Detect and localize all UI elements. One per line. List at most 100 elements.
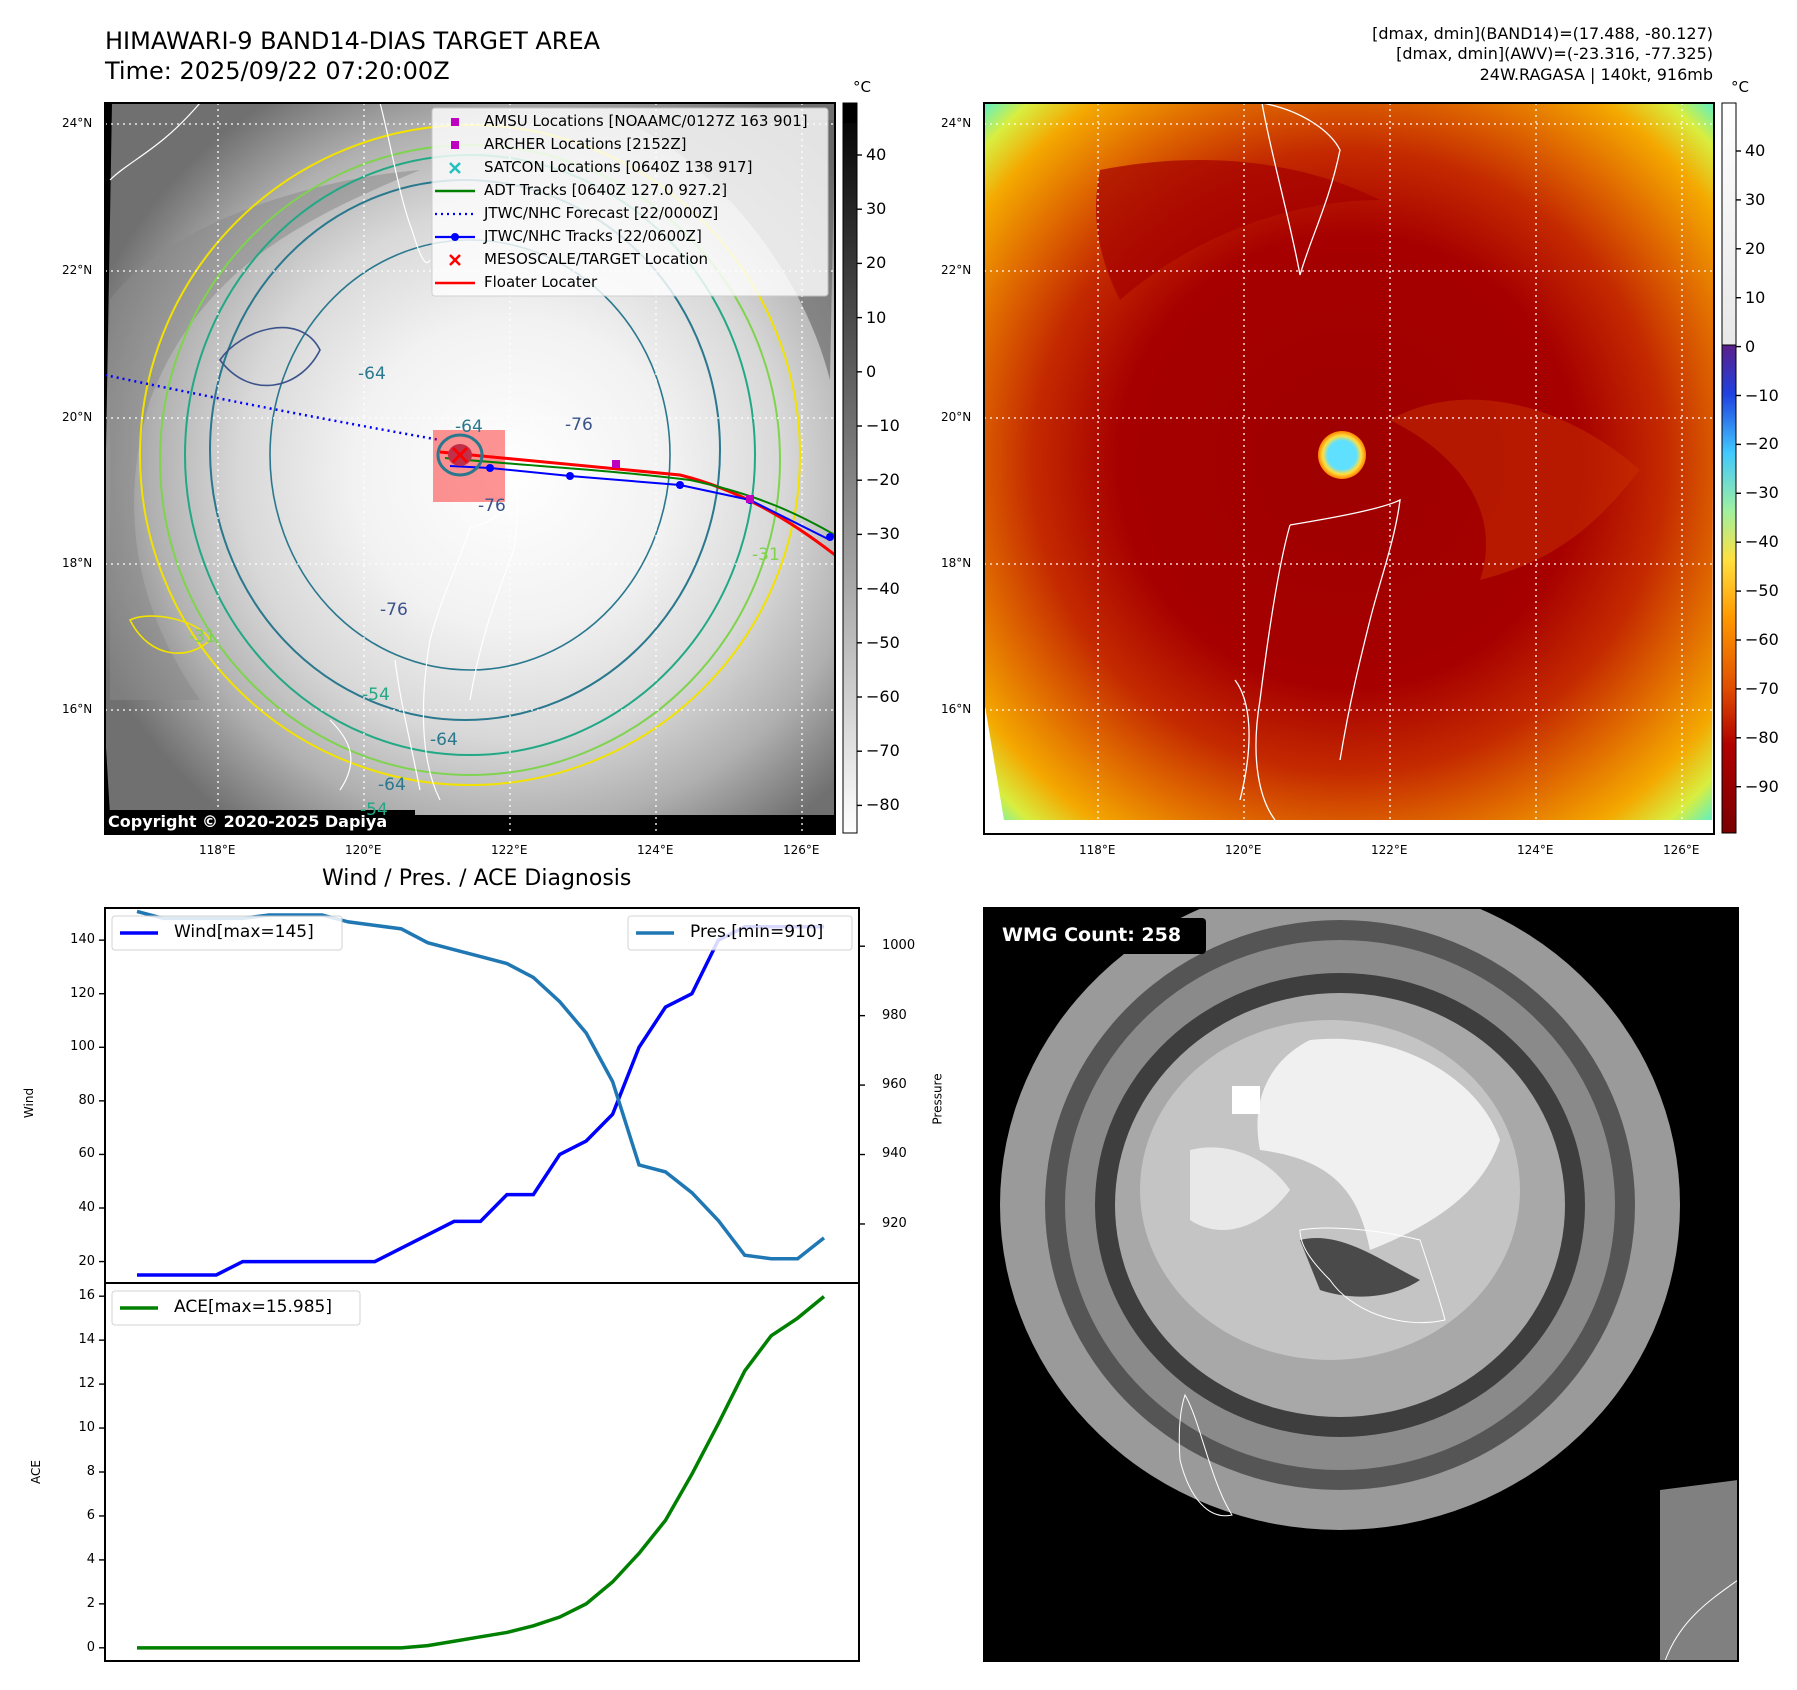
wind-tick-label: 40 <box>78 1199 95 1215</box>
wind-axis-ticks <box>99 939 105 1263</box>
figure-title: HIMAWARI-9 BAND14-DIAS TARGET AREA <box>105 27 601 55</box>
ace-panel <box>99 1282 860 1662</box>
legend-x-stroke <box>449 162 461 174</box>
jtwc-track <box>449 465 831 541</box>
color-colorbar-tick-label: −20 <box>1745 434 1779 454</box>
pressure-tick-label: 920 <box>882 1215 907 1231</box>
legend-marker-0 <box>451 118 459 126</box>
legend-floater: Floater Locater <box>484 273 598 291</box>
ir-lon-tick-118: 118°E <box>199 843 236 857</box>
map-legend-box <box>431 107 829 297</box>
wmg-coastlines <box>1178 1227 1738 1661</box>
wind-pressure-frame <box>104 907 860 1284</box>
wind-tick-label: 120 <box>70 985 95 1001</box>
ir-lon-tick-122: 122°E <box>491 843 528 857</box>
color-colorbar-tick-label: −40 <box>1745 532 1779 552</box>
eye-contour <box>436 433 484 477</box>
contour-blob-2 <box>128 615 211 654</box>
legend-markers <box>435 118 475 285</box>
color-dark-band <box>1096 160 1380 300</box>
floater-locater-track <box>439 450 835 557</box>
info-awv: [dmax, dmin](AWV)=(-23.316, -77.325) <box>1396 44 1713 63</box>
contour-label: -54 <box>362 685 390 705</box>
ace-tick-label: 10 <box>78 1419 95 1435</box>
legend-amsu: AMSU Locations [NOAAMC/0127Z 163 901] <box>484 112 808 130</box>
pressure-tick-label: 960 <box>882 1077 907 1093</box>
ir-outer-band <box>110 170 420 700</box>
ace-tick-label: 12 <box>78 1376 95 1392</box>
col-lon-tick-118: 118°E <box>1079 843 1116 857</box>
pressure-legend-label: Pres.[min=910] <box>690 922 824 942</box>
ace-tick-label: 6 <box>86 1507 95 1523</box>
col-lat-tick-20: 20°N <box>941 410 972 424</box>
legend-archer: ARCHER Locations [2152Z] <box>484 135 687 153</box>
ir-colorbar-tick-label: 20 <box>866 253 887 273</box>
color-colorbar-tick-label: 40 <box>1745 141 1766 161</box>
legend-satcon: SATCON Locations [0640Z 138 917] <box>484 158 753 176</box>
ir-map-panel <box>104 102 836 835</box>
ir-colorbar-tick-label: 0 <box>866 361 877 381</box>
ir-colorbar-tick-label: −20 <box>866 470 900 490</box>
contour-label: -76 <box>565 415 593 435</box>
wmg-frame <box>983 907 1739 1662</box>
wind-legend-label: Wind[max=145] <box>174 922 314 942</box>
wmg-panel <box>983 907 1739 1662</box>
color-eye <box>1318 431 1366 479</box>
ir-colorbar-tick-label: 30 <box>866 199 887 219</box>
ace-frame <box>104 1282 860 1662</box>
color-coastlines <box>1234 103 1401 821</box>
ir-colorbar-top <box>843 103 857 123</box>
color-colorbar-tick-label: −30 <box>1745 483 1779 503</box>
legend-x-stroke <box>449 254 461 266</box>
contour-blob-1 <box>219 326 321 387</box>
wind-tick-label: 80 <box>78 1092 95 1108</box>
ir-lat-tick-18: 18°N <box>62 556 93 570</box>
contour-label: -64 <box>378 775 406 795</box>
legend-marker-1 <box>451 141 459 149</box>
ace-tick-label: 16 <box>78 1288 95 1304</box>
ir-colorbar-tick-label: −80 <box>866 795 900 815</box>
ir-colorbar-tick-label: −50 <box>866 632 900 652</box>
copyright-text: Copyright © 2020-2025 Dapiya <box>108 812 388 831</box>
legend-jtwc-forecast: JTWC/NHC Forecast [22/0000Z] <box>484 204 719 222</box>
legend-adt: ADT Tracks [0640Z 127.0 927.2] <box>484 181 728 199</box>
contour-label: -54 <box>360 800 388 820</box>
ace-tick-label: 2 <box>86 1595 95 1611</box>
wind-tick-label: 20 <box>78 1253 95 1269</box>
ir-colorbar-tick-label: −40 <box>866 578 900 598</box>
ir-colorbar-tick-label: −30 <box>866 524 900 544</box>
pressure-legend-box <box>627 915 853 951</box>
col-lat-tick-16: 16°N <box>941 702 972 716</box>
ir-colorbar-ticks <box>857 154 862 807</box>
legend-marker-5 <box>435 233 475 241</box>
ace-series-line <box>137 1295 826 1650</box>
wmg-count-label: WMG Count: 258 <box>1002 924 1182 946</box>
info-storm: 24W.RAGASA | 140kt, 916mb <box>1479 65 1713 84</box>
contour-label: -31 <box>188 627 216 647</box>
col-lon-tick-126: 126°E <box>1663 843 1700 857</box>
ace-tick-label: 0 <box>86 1639 95 1655</box>
color-colorbar-tick-label: 0 <box>1745 336 1756 356</box>
archer-marker <box>746 495 754 503</box>
ir-coastlines <box>109 103 521 801</box>
ir-lat-tick-22: 22°N <box>62 263 93 277</box>
col-lat-tick-18: 18°N <box>941 556 972 570</box>
color-colorbar-unit: °C <box>1731 78 1749 96</box>
color-colorbar-tick-label: −50 <box>1745 581 1779 601</box>
copyright-box <box>105 810 415 834</box>
ace-tick-label: 8 <box>86 1463 95 1479</box>
contour-label: -64 <box>430 730 458 750</box>
wind-tick-label: 140 <box>70 932 95 948</box>
col-lat-tick-24: 24°N <box>941 116 972 130</box>
wind-tick-label: 100 <box>70 1039 95 1055</box>
mesoscale-target-marker <box>451 446 469 464</box>
ir-colorbar-tick-label: 40 <box>866 145 887 165</box>
pressure-tick-label: 1000 <box>882 938 916 954</box>
ace-axis-ticks <box>99 1295 105 1649</box>
ir-lon-tick-126: 126°E <box>783 843 820 857</box>
color-rainband <box>1390 399 1640 580</box>
ace-axis-label: ACE <box>28 1460 43 1484</box>
wmg-bright-cell <box>1232 1086 1260 1114</box>
col-lon-tick-124: 124°E <box>1517 843 1554 857</box>
wind-axis-label: Wind <box>22 1087 37 1119</box>
